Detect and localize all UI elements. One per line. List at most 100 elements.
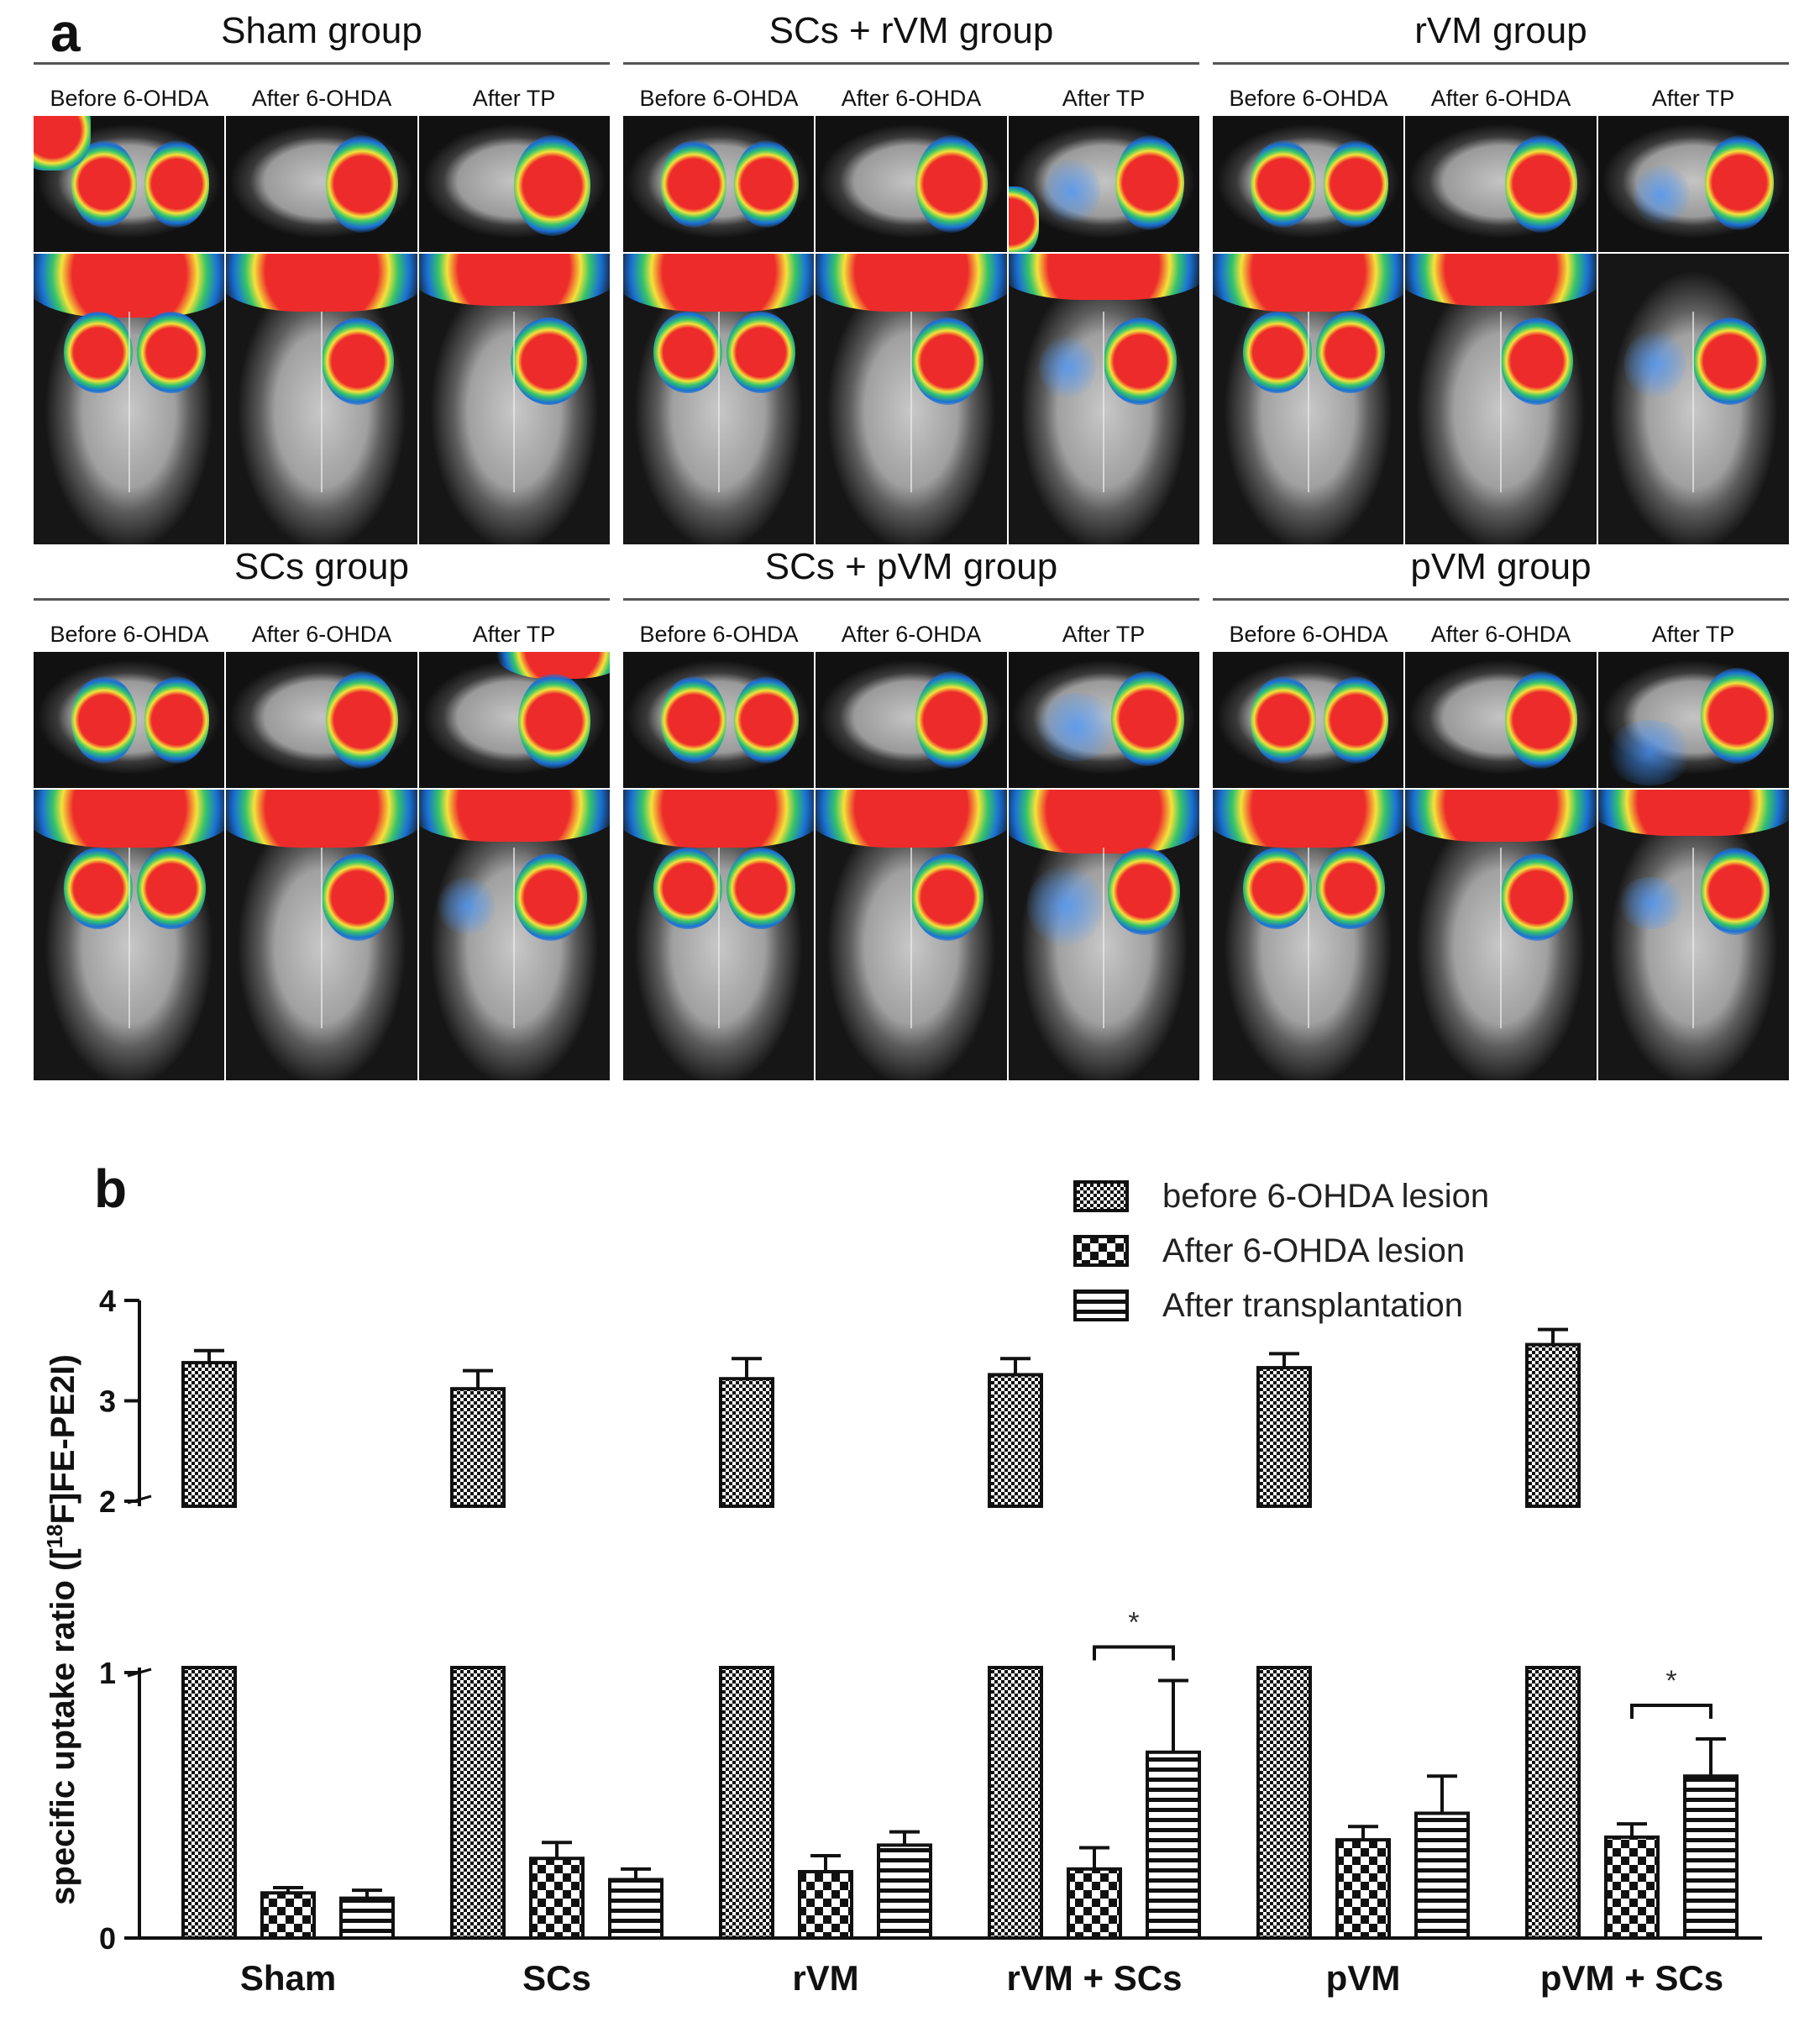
bar bbox=[1604, 1835, 1660, 1940]
group-title: pVM group bbox=[1410, 546, 1592, 587]
x-category-label: pVM bbox=[1326, 1958, 1401, 1998]
col-label-before: Before 6-OHDA bbox=[639, 622, 799, 647]
scan-grid bbox=[623, 116, 1199, 544]
bar bbox=[1335, 1838, 1391, 1941]
col-label-after-tp: After TP bbox=[1651, 622, 1735, 647]
bar-lower-segment bbox=[719, 1666, 774, 1940]
pet-scan-coronal bbox=[34, 652, 225, 788]
col-label-before: Before 6-OHDA bbox=[50, 622, 209, 647]
col-label-after: After 6-OHDA bbox=[251, 622, 392, 647]
bar-lower-segment bbox=[988, 1666, 1043, 1940]
pet-scan-axial bbox=[226, 790, 417, 1080]
pet-scan-coronal bbox=[623, 652, 815, 788]
pet-scan-axial bbox=[1597, 790, 1789, 1080]
col-label-after-tp: After TP bbox=[1062, 86, 1146, 111]
pet-scan-coronal bbox=[816, 652, 1007, 788]
panel-b-letter: b bbox=[94, 1158, 128, 1219]
y-tick-label: 3 bbox=[99, 1384, 116, 1419]
bar bbox=[988, 1373, 1043, 1508]
pet-scan-axial bbox=[1405, 790, 1597, 1080]
group-divider bbox=[34, 62, 610, 65]
bar bbox=[877, 1843, 932, 1941]
pet-scan-axial bbox=[1405, 254, 1597, 544]
pet-scan-axial bbox=[816, 790, 1007, 1080]
group-title: SCs + rVM group bbox=[768, 10, 1054, 51]
significance-star: * bbox=[1665, 1665, 1676, 1697]
bar-lower-segment bbox=[1256, 1666, 1312, 1940]
legend-item-after-lesion: After 6-OHDA lesion bbox=[1073, 1227, 1465, 1274]
significance-star: * bbox=[1128, 1606, 1139, 1638]
pet-scan-axial bbox=[226, 254, 417, 544]
bar bbox=[1414, 1811, 1470, 1940]
bar bbox=[450, 1387, 506, 1508]
pet-scan-axial bbox=[34, 790, 225, 1080]
bar bbox=[798, 1870, 853, 1940]
pet-scan-axial bbox=[623, 790, 815, 1080]
panel-a-letter: a bbox=[50, 3, 81, 63]
bar bbox=[608, 1878, 663, 1940]
x-category-label: Sham bbox=[240, 1958, 336, 1998]
col-label-after: After 6-OHDA bbox=[251, 86, 392, 111]
scan-grid bbox=[1213, 116, 1789, 544]
legend-swatch-before bbox=[1073, 1180, 1129, 1212]
col-label-before: Before 6-OHDA bbox=[639, 86, 799, 111]
significance-bracket bbox=[1093, 1645, 1175, 1661]
col-label-before: Before 6-OHDA bbox=[1229, 86, 1388, 111]
pet-scan-axial bbox=[1008, 790, 1199, 1080]
group-title: rVM group bbox=[1414, 10, 1587, 51]
col-label-after-tp: After TP bbox=[472, 86, 556, 111]
axis-layer: 0 1 2 3 4 specific uptake ratio ([18F]FE-PE2I… bbox=[42, 1284, 1762, 1956]
pet-scan-coronal bbox=[1597, 652, 1789, 788]
x-category-label: pVM + SCs bbox=[1540, 1958, 1723, 1998]
legend-label: After transplantation bbox=[1162, 1286, 1463, 1324]
pet-scan-coronal bbox=[1405, 116, 1597, 252]
y-tick-label: 2 bbox=[99, 1484, 116, 1519]
bar bbox=[529, 1857, 585, 1941]
col-label-after-tp: After TP bbox=[1062, 622, 1146, 647]
col-label-after: After 6-OHDA bbox=[1430, 86, 1571, 111]
pet-scan-coronal bbox=[1405, 652, 1597, 788]
bar-lower-segment bbox=[181, 1666, 237, 1940]
group-title: SCs group bbox=[234, 546, 409, 587]
bar bbox=[1256, 1366, 1312, 1508]
bar bbox=[1525, 1342, 1581, 1508]
group-divider bbox=[1213, 62, 1789, 65]
bar-lower-segment bbox=[1525, 1666, 1581, 1940]
scan-grid bbox=[34, 652, 610, 1080]
pet-scan-coronal bbox=[418, 652, 610, 788]
pet-scan-coronal bbox=[1213, 652, 1404, 788]
y-tick-label: 1 bbox=[99, 1656, 116, 1690]
bar bbox=[1683, 1774, 1739, 1940]
pet-scan-coronal bbox=[1008, 116, 1199, 252]
bar-layer bbox=[181, 1327, 1739, 1941]
col-label-before: Before 6-OHDA bbox=[50, 86, 209, 111]
scan-grid bbox=[1213, 652, 1789, 1080]
pet-scan-coronal bbox=[816, 116, 1007, 252]
group-divider bbox=[1213, 598, 1789, 601]
label-layer: Sham SCs rVM rVM + SCs pVM pVM + SCs * * bbox=[240, 1606, 1723, 1998]
col-label-after: After 6-OHDA bbox=[1430, 622, 1571, 647]
bar bbox=[339, 1896, 395, 1940]
pet-scan-coronal bbox=[1213, 116, 1404, 252]
legend-swatch-after-transplant bbox=[1073, 1290, 1129, 1321]
pet-scan-axial bbox=[418, 254, 610, 544]
legend-label: before 6-OHDA lesion bbox=[1162, 1177, 1490, 1215]
bar bbox=[1146, 1750, 1201, 1940]
pet-scan-coronal bbox=[1597, 116, 1789, 252]
legend-item-after-transplant: After transplantation bbox=[1073, 1282, 1463, 1329]
group-divider bbox=[623, 62, 1199, 65]
col-label-after: After 6-OHDA bbox=[841, 622, 982, 647]
legend-label: After 6-OHDA lesion bbox=[1162, 1232, 1466, 1269]
y-tick-label: 0 bbox=[99, 1921, 116, 1956]
pet-scan-axial bbox=[418, 790, 610, 1080]
col-label-after-tp: After TP bbox=[472, 622, 556, 647]
bar bbox=[719, 1377, 774, 1508]
col-label-after-tp: After TP bbox=[1651, 86, 1735, 111]
pet-scan-coronal bbox=[226, 116, 417, 252]
group-divider bbox=[623, 598, 1199, 601]
pet-scan-coronal bbox=[418, 116, 610, 252]
bar bbox=[1067, 1867, 1122, 1941]
group-title: Sham group bbox=[221, 10, 422, 51]
x-category-label: SCs bbox=[522, 1958, 591, 1998]
bar bbox=[260, 1891, 316, 1941]
